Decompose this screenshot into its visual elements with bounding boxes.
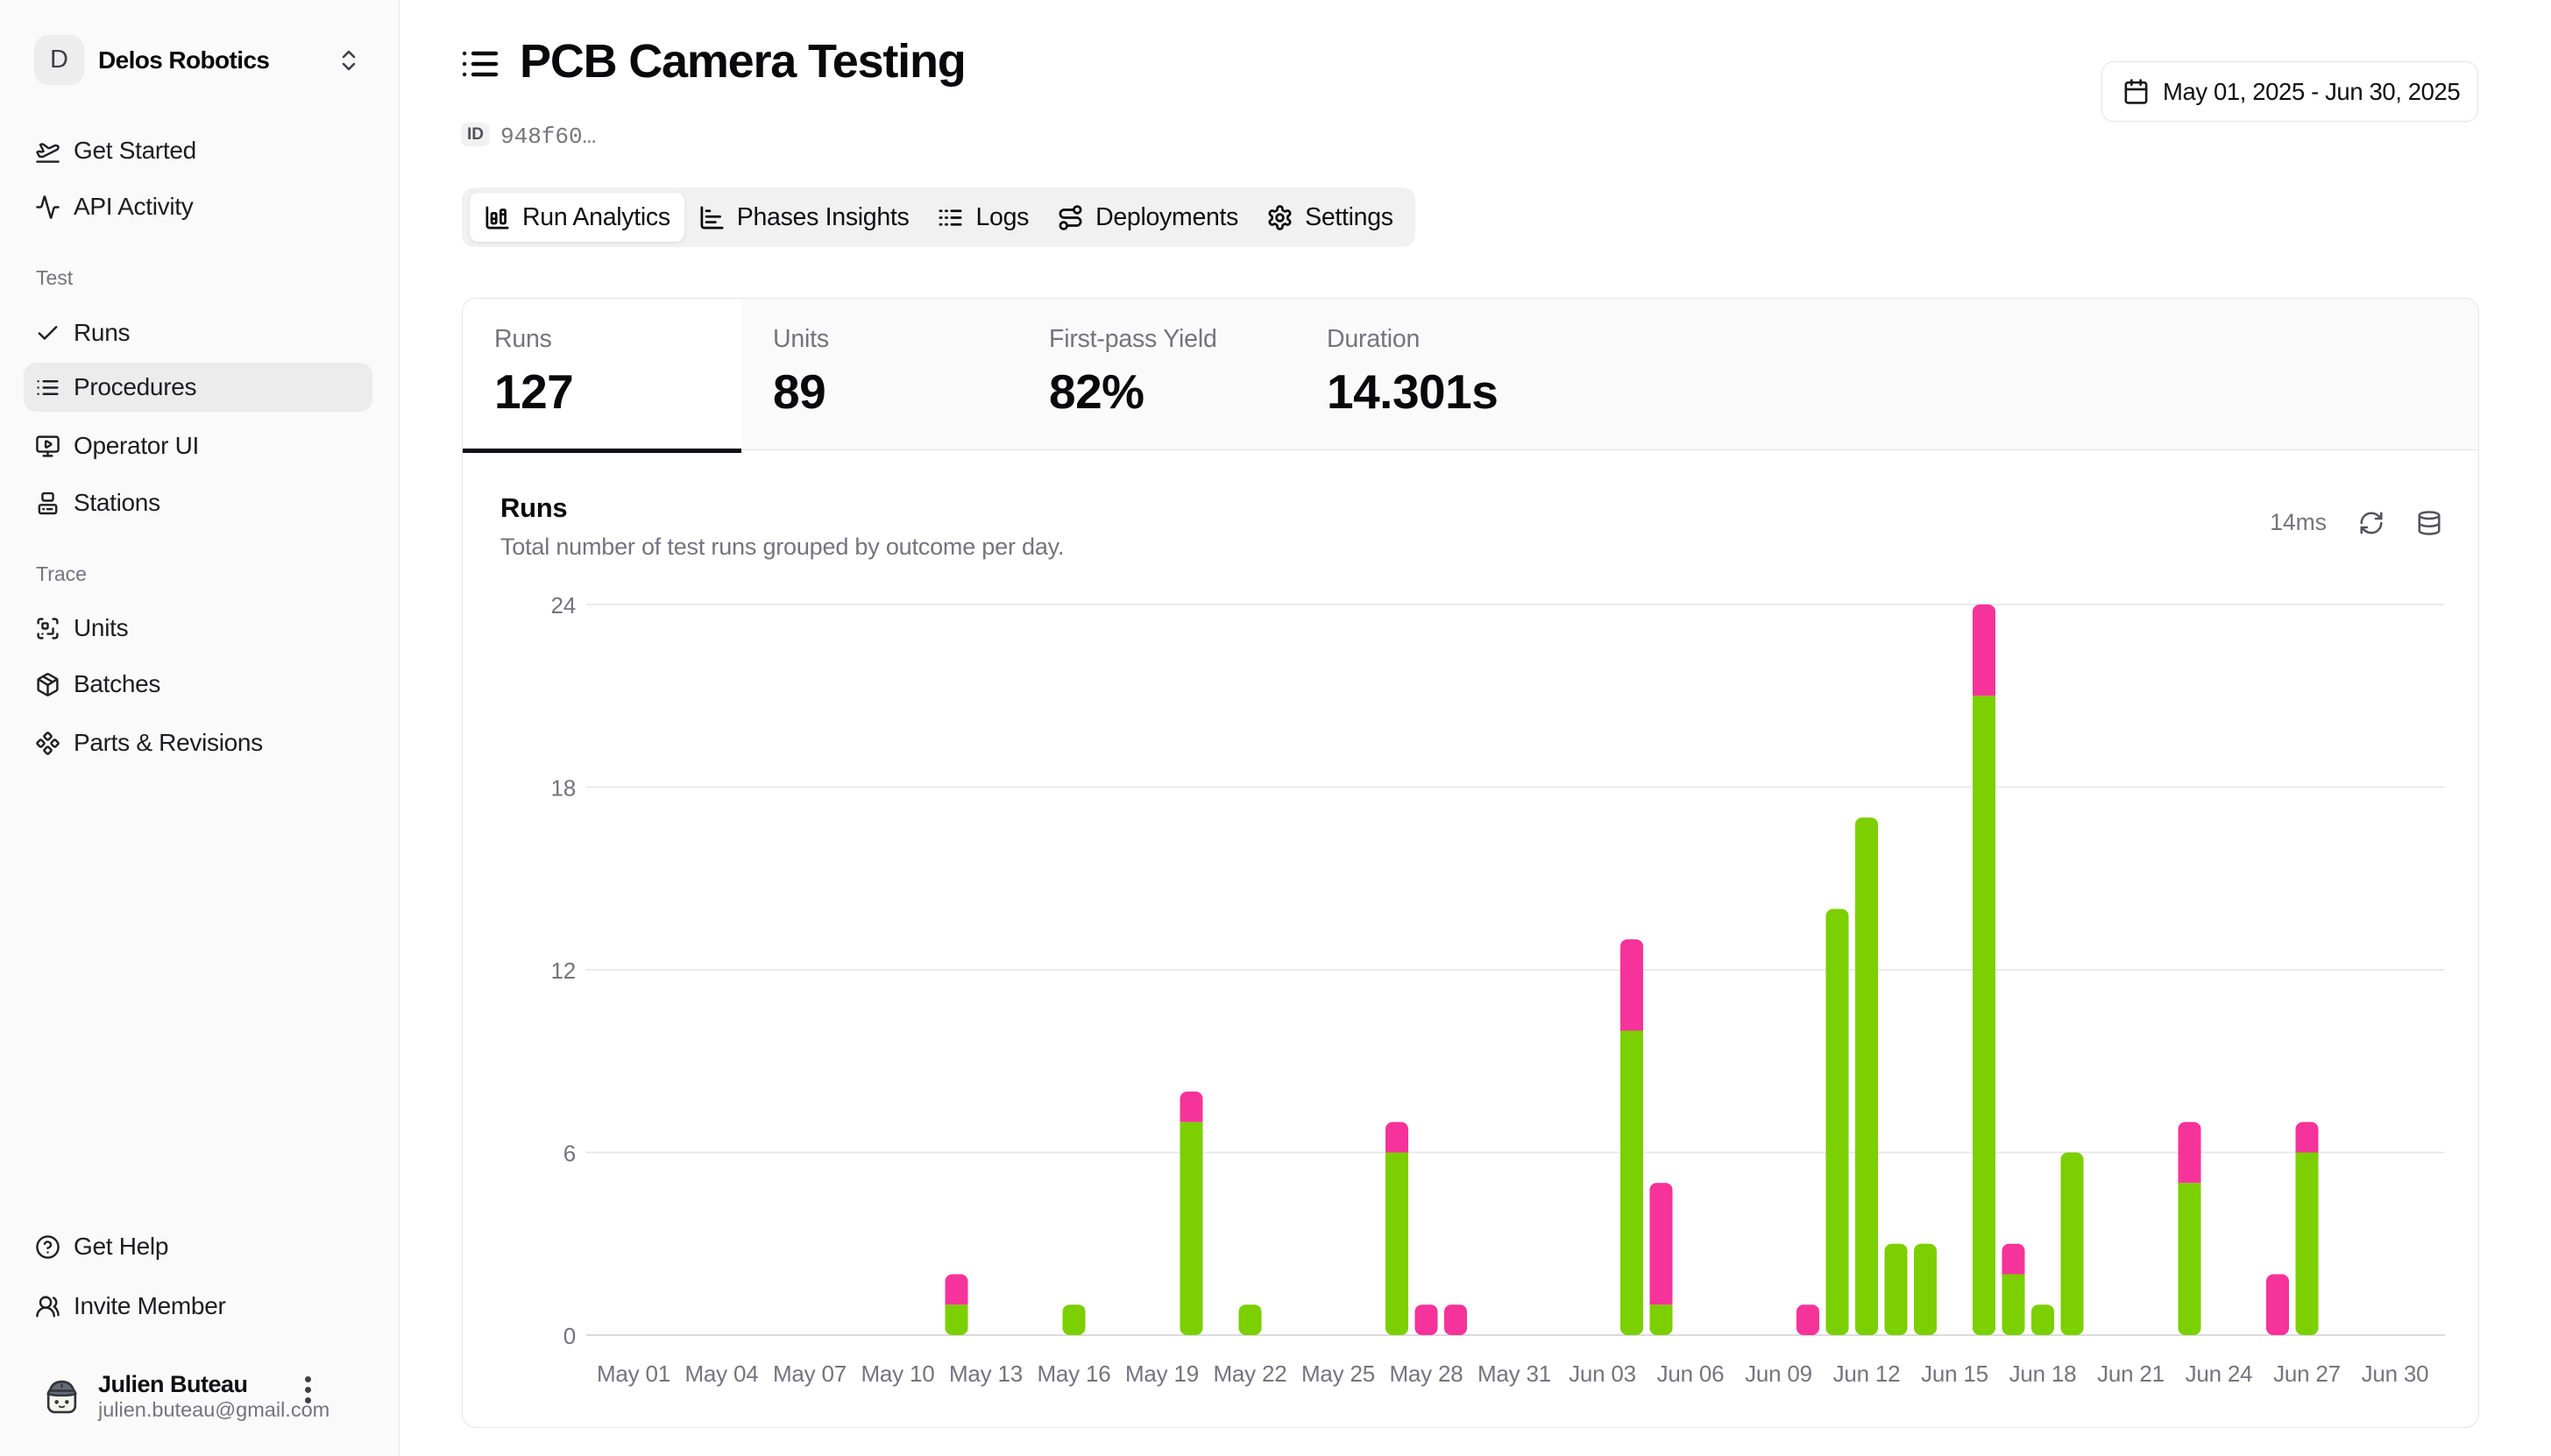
svg-text:12: 12 (550, 958, 576, 984)
svg-text:Jun 09: Jun 09 (1745, 1361, 1812, 1387)
svg-text:Jun 18: Jun 18 (2009, 1361, 2077, 1387)
svg-text:May 07: May 07 (773, 1361, 847, 1387)
svg-text:Jun 03: Jun 03 (1569, 1361, 1636, 1387)
svg-text:May 10: May 10 (861, 1361, 934, 1387)
svg-text:Jun 21: Jun 21 (2097, 1361, 2165, 1387)
svg-text:May 04: May 04 (684, 1361, 758, 1387)
svg-text:Jun 15: Jun 15 (1921, 1361, 1988, 1387)
svg-text:May 22: May 22 (1213, 1361, 1286, 1387)
svg-text:Jun 12: Jun 12 (1833, 1361, 1901, 1387)
svg-text:24: 24 (550, 592, 576, 618)
svg-text:May 25: May 25 (1301, 1361, 1375, 1387)
svg-text:Jun 27: Jun 27 (2273, 1361, 2341, 1387)
svg-text:0: 0 (563, 1323, 576, 1349)
svg-text:18: 18 (550, 775, 576, 802)
svg-text:Jun 30: Jun 30 (2362, 1361, 2429, 1387)
svg-text:May 31: May 31 (1477, 1361, 1551, 1387)
svg-text:May 13: May 13 (949, 1361, 1023, 1387)
svg-text:Jun 06: Jun 06 (1657, 1361, 1725, 1387)
svg-text:6: 6 (563, 1141, 576, 1167)
svg-text:May 16: May 16 (1037, 1361, 1110, 1387)
svg-text:May 28: May 28 (1389, 1361, 1463, 1387)
svg-text:May 01: May 01 (597, 1361, 670, 1387)
svg-text:May 19: May 19 (1125, 1361, 1199, 1387)
svg-text:Jun 24: Jun 24 (2186, 1361, 2253, 1387)
